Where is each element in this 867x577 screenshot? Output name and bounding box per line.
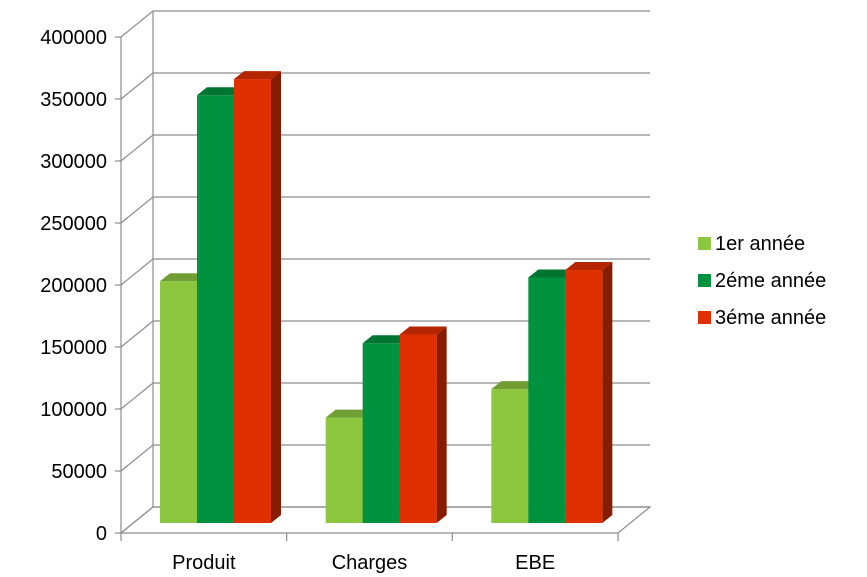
bar-top [528, 269, 576, 278]
y-tick-label: 300000 [40, 151, 107, 173]
bar-top [197, 87, 244, 96]
gridline-side [120, 320, 154, 348]
y-axis-tick-labels: 0 50000 100000 150000 200000 250000 300000 3500… [40, 27, 107, 545]
gridline-side [120, 196, 154, 224]
y-tick-label: 50000 [51, 461, 107, 483]
bar-side [271, 71, 281, 523]
legend-label: 2éme année [715, 270, 826, 292]
category-label: Charges [332, 552, 408, 574]
bar-front [160, 281, 197, 523]
bar [399, 326, 447, 523]
bar-front [565, 270, 603, 523]
bar-front [491, 389, 529, 523]
legend-item: 1er année [698, 233, 805, 255]
axes [115, 11, 652, 541]
bar-top [362, 335, 410, 344]
bar-top [399, 326, 447, 335]
bar-top [565, 262, 613, 271]
legend-swatch [698, 274, 711, 287]
y-tick-label: 0 [96, 523, 107, 545]
legend-label: 1er année [715, 233, 805, 255]
legend-swatch [698, 237, 711, 250]
bars [160, 71, 613, 523]
y-tick-label: 200000 [40, 275, 107, 297]
y-tick-label: 100000 [40, 399, 107, 421]
legend-swatch [698, 311, 711, 324]
bar-front [528, 277, 566, 523]
y-tick-label: 250000 [40, 213, 107, 235]
legend-label: 3éme année [715, 307, 826, 329]
bar-side [602, 262, 613, 523]
gridline-side [120, 72, 154, 100]
category-label: EBE [515, 552, 555, 574]
y-tick-label: 350000 [40, 89, 107, 111]
legend-item: 3éme année [698, 307, 826, 329]
gridline-side [120, 382, 154, 410]
bar-top [160, 273, 207, 282]
y-tick-label: 400000 [40, 27, 107, 49]
gridline-side [120, 444, 154, 472]
gridline-side [120, 10, 154, 38]
gridline-side [120, 134, 154, 162]
bar-front [197, 95, 234, 523]
x-axis-category-labels: Produit Charges EBE [172, 552, 555, 574]
bar-top [234, 71, 281, 80]
bar [565, 262, 613, 523]
bar-top [491, 381, 539, 390]
bar-side [436, 326, 447, 523]
bar-front [362, 343, 400, 523]
bar-top [325, 409, 373, 418]
bar [234, 71, 281, 523]
category-label: Produit [172, 552, 236, 574]
legend-item: 2éme année [698, 270, 826, 292]
gridline-side [120, 258, 154, 286]
bar-front [325, 417, 363, 523]
y-tick-label: 150000 [40, 337, 107, 359]
legend: 1er année 2éme année 3éme année [698, 233, 826, 329]
bar-front [399, 334, 437, 523]
bar-front [234, 79, 271, 523]
